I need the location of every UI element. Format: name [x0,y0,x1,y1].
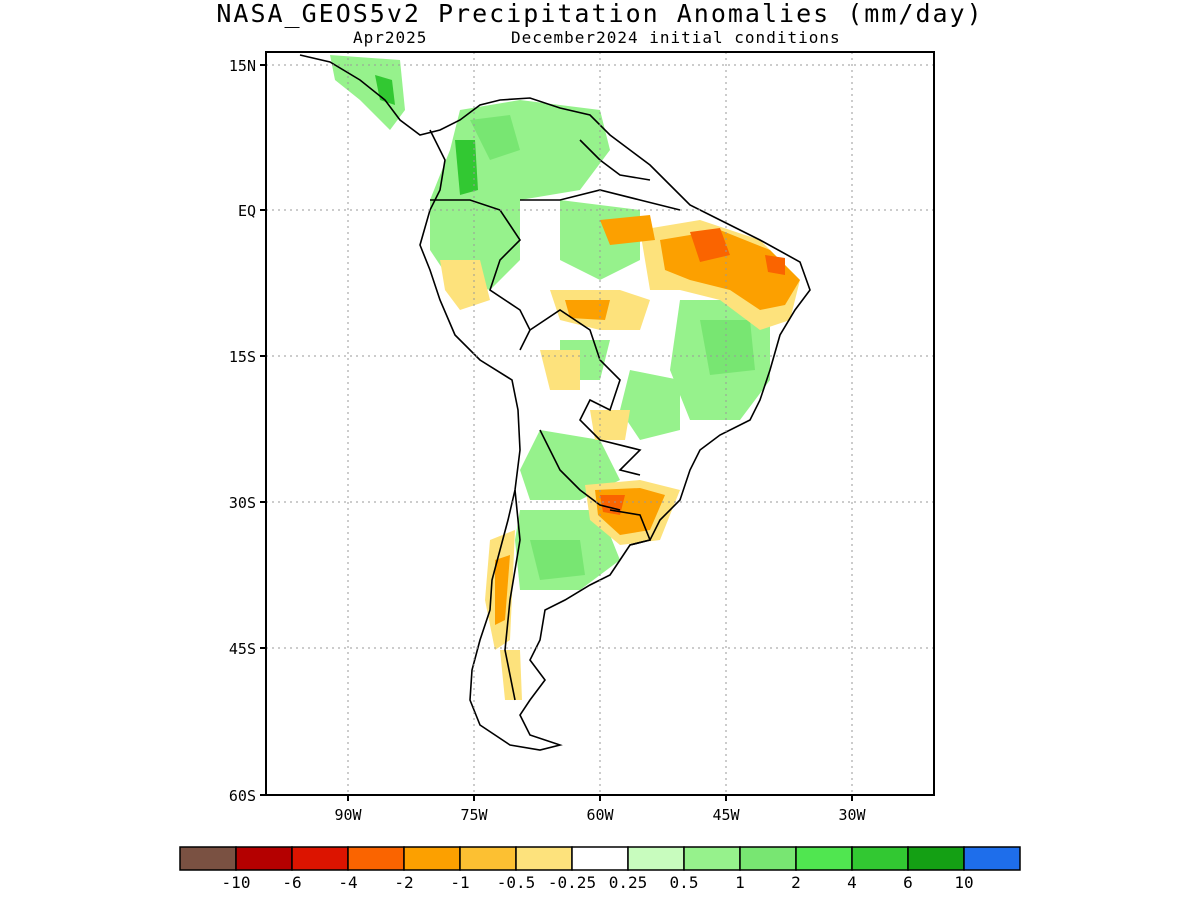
lat-label-60s: 60S [229,787,256,805]
colorbar-label: -0.25 [548,873,596,892]
lon-label-60w: 60W [586,806,614,824]
lat-label-eq: EQ [238,202,256,220]
colorbar-swatch [179,846,237,871]
colorbar-label: 6 [903,873,913,892]
lat-label-15n: 15N [229,57,256,75]
grid [266,52,934,795]
colorbar-label: -4 [338,873,357,892]
colorbar-swatch [627,846,685,871]
colorbar-label: -1 [450,873,469,892]
colorbar-label: 1 [735,873,745,892]
map-title: NASA_GEOS5v2 Precipitation Anomalies (mm… [216,0,984,28]
colorbar-swatch [347,846,405,871]
lon-label-75w: 75W [460,806,488,824]
colorbar [179,846,1021,871]
colorbar-swatch [459,846,517,871]
colorbar-label: 10 [954,873,973,892]
colorbar-swatch [907,846,965,871]
lon-label-90w: 90W [334,806,362,824]
lat-label-15s: 15S [229,348,256,366]
colorbar-swatch [851,846,909,871]
colorbar-swatch [235,846,293,871]
colorbar-label: 4 [847,873,857,892]
colorbar-swatch [963,846,1021,871]
initial-conditions: December2024 initial conditions [511,28,841,47]
lon-label-45w: 45W [712,806,740,824]
colorbar-label: -10 [222,873,251,892]
colorbar-label: -0.5 [497,873,536,892]
colorbar-label: 0.25 [609,873,648,892]
colorbar-label: -6 [282,873,301,892]
coastline [299,54,811,751]
forecast-month: Apr2025 [353,28,428,47]
colorbar-label: 0.5 [670,873,699,892]
colorbar-swatch [571,846,629,871]
anomaly-field [330,55,800,700]
colorbar-swatch [739,846,797,871]
lat-label-45s: 45S [229,640,256,658]
colorbar-label: 2 [791,873,801,892]
lat-label-30s: 30S [229,494,256,512]
colorbar-swatch [515,846,573,871]
colorbar-swatch [795,846,853,871]
colorbar-swatch [403,846,461,871]
tick-marks [260,64,853,801]
colorbar-swatch [291,846,349,871]
colorbar-label: -2 [394,873,413,892]
lon-label-30w: 30W [838,806,866,824]
colorbar-swatch [683,846,741,871]
colorbar-labels: -10 -6 -4 -2 -1 -0.5 -0.25 0.25 0.5 1 2 4 6 10 [222,873,974,892]
